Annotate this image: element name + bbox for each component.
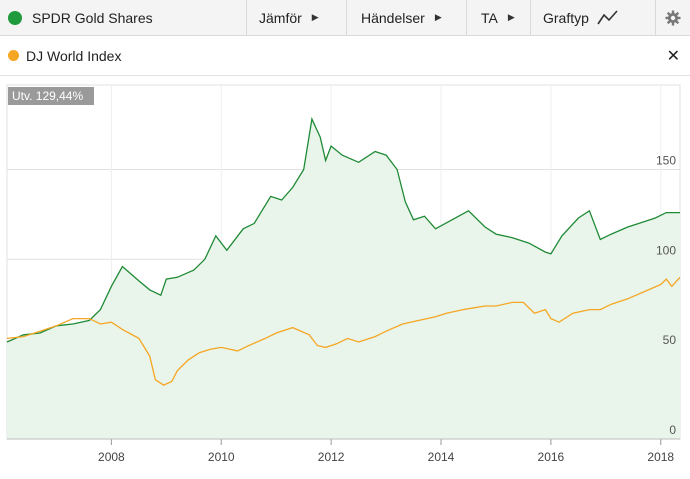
ta-label: TA — [481, 9, 498, 26]
events-menu[interactable]: Händelser ▶ — [346, 0, 466, 35]
series-dot — [8, 10, 22, 25]
x-tick-label: 2018 — [647, 450, 674, 464]
chart-area[interactable]: 0 50 100 150 2008 2010 2012 2014 2016 2018 Utv. 1… — [0, 77, 690, 474]
development-badge-bg — [8, 87, 94, 105]
compare-label: Jämför — [259, 9, 302, 26]
chevron-right-icon: ▶ — [311, 12, 319, 22]
ta-menu[interactable]: TA ▶ — [466, 0, 530, 35]
price-chart[interactable]: 0 50 100 150 2008 2010 2012 2014 2016 2018 Utv. 1… — [0, 77, 690, 474]
y-tick-label: 0 — [669, 423, 676, 437]
instrument-selector[interactable]: SPDR Gold Shares — [0, 0, 246, 35]
world-index-line[interactable] — [6, 276, 681, 386]
x-tick-label: 2014 — [428, 450, 455, 464]
comparison-legend: DJ World Index ✕ — [0, 36, 690, 76]
gold-series-line[interactable] — [6, 116, 680, 343]
chevron-right-icon: ▶ — [507, 12, 515, 22]
chart-type-menu[interactable]: Graftyp — [530, 0, 655, 35]
events-label: Händelser — [361, 9, 425, 26]
y-tick-label: 50 — [663, 333, 677, 347]
comparison-series-label: DJ World Index — [26, 47, 122, 64]
y-tick-label: 100 — [656, 243, 676, 257]
close-icon[interactable]: ✕ — [666, 48, 680, 65]
x-tick-label: 2010 — [208, 450, 235, 464]
line-chart-icon — [597, 9, 618, 24]
settings-button[interactable] — [655, 0, 690, 35]
x-tick-label: 2016 — [538, 450, 565, 464]
development-badge: Utv. 129,44% — [12, 89, 83, 103]
x-tick-label: 2008 — [98, 450, 125, 464]
chevron-right-icon: ▶ — [434, 12, 442, 22]
gold-series-area — [7, 119, 680, 439]
gear-icon — [665, 10, 681, 25]
toolbar: SPDR Gold Shares Jämför ▶ Händelser ▶ TA… — [0, 0, 690, 36]
x-tick-label: 2012 — [318, 450, 345, 464]
series-dot — [8, 50, 19, 61]
compare-menu[interactable]: Jämför ▶ — [246, 0, 346, 35]
chart-type-label: Graftyp — [543, 9, 589, 26]
y-tick-label: 150 — [656, 153, 676, 167]
instrument-label: SPDR Gold Shares — [32, 9, 153, 26]
